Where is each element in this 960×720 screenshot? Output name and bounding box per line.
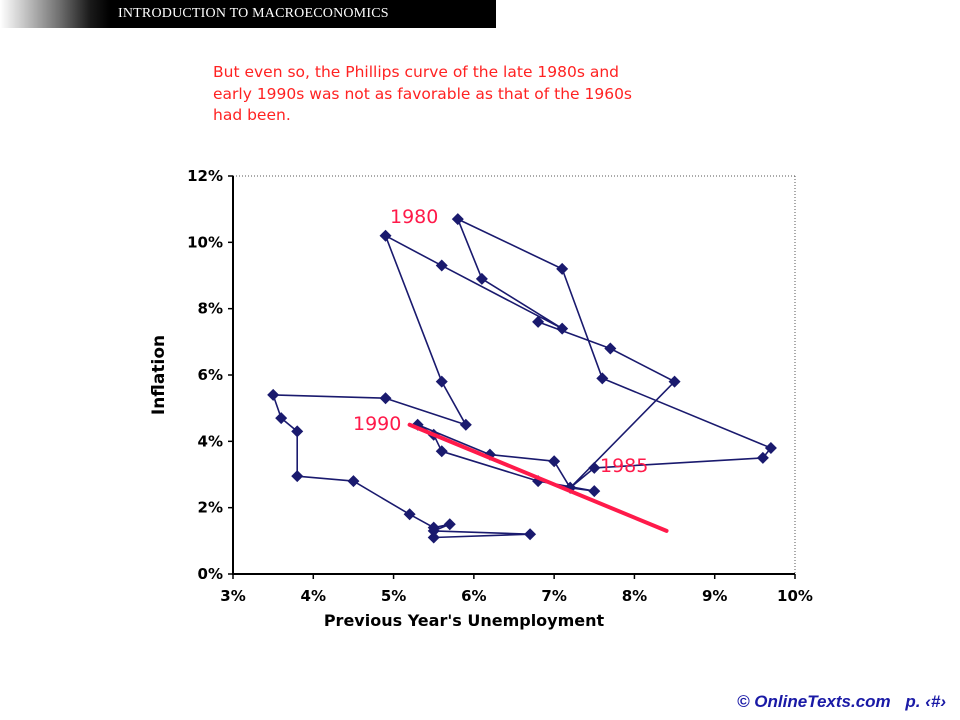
data-point-marker (291, 470, 304, 483)
x-tick-label: 3% (220, 587, 245, 605)
y-tick-label: 0% (198, 565, 223, 583)
y-tick-label: 12% (187, 167, 223, 185)
data-point-marker (556, 322, 569, 335)
data-point-marker (379, 392, 392, 405)
y-tick-label: 8% (198, 300, 223, 318)
data-point-marker (275, 412, 288, 425)
data-point-marker (435, 375, 448, 388)
data-point-marker (435, 445, 448, 458)
header-banner: INTRODUCTION TO MACROECONOMICS (0, 0, 496, 28)
trend-line (407, 422, 669, 533)
data-point-marker (427, 531, 440, 544)
series-line (272, 218, 772, 539)
note-line-2: early 1990s was not as favorable as that… (213, 84, 632, 103)
x-axis-label: Previous Year's Unemployment (324, 611, 605, 630)
year-annotation-1990: 1990 (353, 413, 401, 435)
y-tick-label: 2% (198, 499, 223, 517)
data-point-marker (764, 441, 777, 454)
x-tick-label: 10% (777, 587, 813, 605)
footer-copyright: © OnlineTexts.com (737, 692, 891, 711)
data-point-marker (459, 418, 472, 431)
data-point-marker (668, 375, 681, 388)
year-annotation-1985: 1985 (600, 455, 648, 477)
data-point-marker (548, 455, 561, 468)
data-point-marker (604, 342, 617, 355)
x-tick-label: 5% (381, 587, 406, 605)
data-point-marker (588, 461, 601, 474)
note-line-3: had been. (213, 106, 291, 124)
data-point-marker (443, 518, 456, 531)
data-point-marker (403, 508, 416, 521)
data-point-marker (588, 485, 601, 498)
footer-page: p. ‹#› (905, 692, 946, 711)
annotation-note: But even so, the Phillips curve of the l… (213, 62, 773, 127)
data-point-marker (291, 425, 304, 438)
data-point-marker (524, 528, 537, 541)
data-point-marker (475, 272, 488, 285)
x-tick-label: 7% (541, 587, 566, 605)
x-tick-label: 4% (301, 587, 326, 605)
data-point-marker (596, 372, 609, 385)
footer: © OnlineTexts.com p. ‹#› (737, 692, 946, 712)
data-point-marker (532, 315, 545, 328)
y-axis-label: Inflation (149, 335, 169, 415)
year-annotation-1980: 1980 (390, 206, 438, 228)
note-line-1: But even so, the Phillips curve of the l… (213, 63, 620, 81)
data-point-marker (267, 388, 280, 401)
y-tick-label: 4% (198, 432, 223, 450)
data-point-marker (451, 213, 464, 226)
y-tick-label: 6% (198, 366, 223, 384)
header-title: INTRODUCTION TO MACROECONOMICS (118, 6, 389, 21)
data-point-marker (756, 451, 769, 464)
x-tick-label: 9% (702, 587, 727, 605)
data-point-marker (379, 229, 392, 242)
x-tick-label: 6% (461, 587, 486, 605)
data-point-marker (427, 521, 440, 534)
data-point-marker (556, 262, 569, 275)
data-point-marker (435, 259, 448, 272)
y-tick-label: 10% (187, 233, 223, 251)
data-point-marker (347, 475, 360, 488)
x-tick-label: 8% (622, 587, 647, 605)
